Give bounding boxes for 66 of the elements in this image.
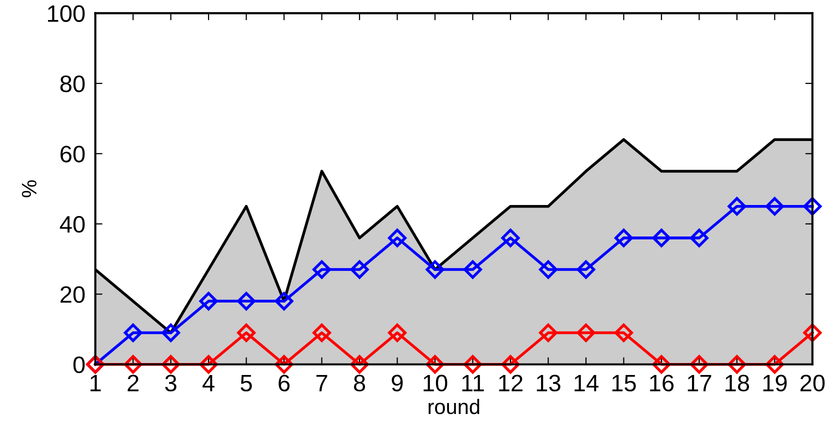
y-tick-label: 100 bbox=[48, 5, 85, 22]
x-tick-label: 6 bbox=[278, 374, 290, 392]
x-tick-label: 5 bbox=[240, 374, 252, 392]
y-tick-label: 80 bbox=[60, 75, 85, 92]
point bbox=[274, 292, 294, 310]
point bbox=[728, 197, 746, 216]
x-tick-label: 7 bbox=[316, 374, 328, 392]
point bbox=[538, 324, 558, 342]
point bbox=[501, 355, 520, 374]
x-tick-label: 20 bbox=[800, 374, 825, 392]
point bbox=[388, 324, 407, 342]
point bbox=[274, 355, 294, 374]
x-tick-label: 16 bbox=[650, 374, 674, 392]
point bbox=[464, 260, 482, 279]
y-tick-label: 0 bbox=[73, 356, 85, 374]
x-tick-label: 15 bbox=[612, 374, 636, 392]
x-tick-label: 8 bbox=[354, 374, 366, 392]
x-tick-label: 17 bbox=[688, 374, 712, 392]
point bbox=[426, 260, 444, 279]
point bbox=[237, 292, 256, 310]
point bbox=[614, 324, 633, 342]
x-tick-label: 14 bbox=[574, 374, 598, 392]
x-tick-label: 3 bbox=[165, 374, 176, 392]
point bbox=[199, 355, 218, 374]
point bbox=[312, 260, 332, 279]
point bbox=[162, 355, 180, 374]
point bbox=[538, 260, 558, 279]
point bbox=[614, 228, 633, 248]
x-tick-label: 12 bbox=[499, 374, 522, 392]
x-tick-label: 10 bbox=[424, 374, 448, 392]
point bbox=[350, 260, 369, 279]
x-tick-label: 18 bbox=[726, 374, 750, 392]
point bbox=[803, 324, 822, 342]
point bbox=[803, 197, 822, 216]
point bbox=[576, 324, 596, 342]
point bbox=[765, 355, 784, 374]
x-tick-label: 9 bbox=[392, 374, 403, 392]
point bbox=[501, 228, 520, 248]
x-tick-label: 11 bbox=[462, 374, 484, 392]
point bbox=[199, 292, 218, 310]
x-tick-label: 2 bbox=[128, 374, 138, 392]
point bbox=[652, 228, 671, 248]
x-tick-label: 13 bbox=[536, 374, 560, 392]
point bbox=[237, 324, 256, 342]
point bbox=[162, 324, 180, 342]
point bbox=[690, 355, 708, 374]
point bbox=[652, 355, 671, 374]
y-tick-label: 20 bbox=[60, 286, 85, 303]
point bbox=[765, 197, 784, 216]
point bbox=[728, 355, 746, 374]
point bbox=[576, 260, 596, 279]
point bbox=[690, 228, 708, 248]
x-tick-label: 1 bbox=[90, 374, 101, 392]
y-axis-title: % bbox=[22, 180, 36, 198]
point bbox=[124, 355, 142, 374]
point bbox=[388, 228, 407, 248]
x-tick-label: 19 bbox=[763, 374, 787, 392]
x-tick-label: 4 bbox=[202, 374, 214, 392]
point bbox=[464, 355, 482, 374]
y-tick-label: 40 bbox=[60, 216, 85, 233]
x-axis-title: round bbox=[428, 398, 480, 414]
y-tick-label: 60 bbox=[60, 146, 85, 162]
point bbox=[124, 324, 142, 342]
point bbox=[312, 324, 332, 342]
point bbox=[426, 355, 444, 374]
point bbox=[350, 355, 369, 374]
